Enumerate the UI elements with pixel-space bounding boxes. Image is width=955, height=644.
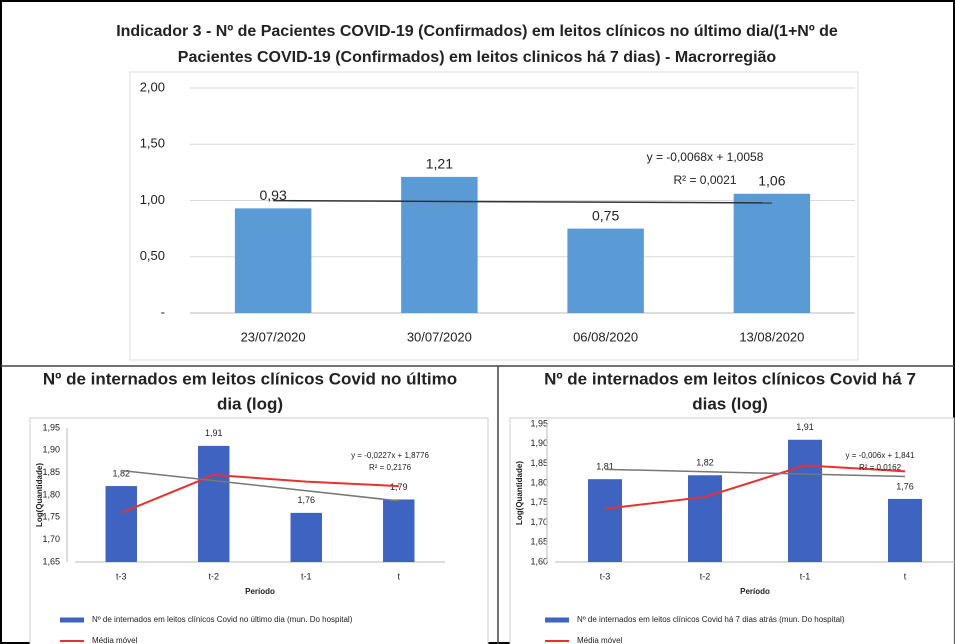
bar [888, 498, 922, 562]
data-label: 1,82 [112, 468, 130, 478]
data-label: 1,76 [297, 495, 315, 505]
data-label: 1,91 [796, 422, 814, 432]
chart-title: dias (log) [692, 394, 768, 413]
y-tick-label: 1,70 [530, 517, 548, 527]
legend-label: Média móvel [92, 636, 138, 644]
line-series [120, 473, 399, 514]
y-tick-label: 1,00 [140, 192, 165, 207]
bar [588, 479, 622, 562]
y-tick-label: 1,80 [530, 478, 548, 488]
x-tick-label: t-2 [700, 571, 711, 581]
x-tick-label: t-3 [600, 571, 611, 581]
data-label: 1,06 [758, 172, 785, 188]
legend-label: Nº de internados em leitos clínicos Covi… [577, 615, 845, 624]
y-axis-label: Log(Quantidade) [515, 461, 524, 525]
x-tick-label: t-1 [301, 571, 312, 581]
data-label: 1,79 [390, 482, 408, 492]
x-tick-label: 23/07/2020 [241, 329, 306, 344]
right-panel [509, 417, 955, 644]
x-tick-label: t-3 [116, 571, 127, 581]
x-axis-label: Período [740, 587, 770, 596]
chart-title: Indicador 3 - Nº de Pacientes COVID-19 (… [116, 23, 838, 40]
y-tick-label: 1,70 [42, 534, 60, 544]
trend-annotation: y = -0,0068x + 1,0058 [647, 150, 764, 164]
y-tick-label: 1,85 [42, 467, 60, 477]
bar [234, 208, 312, 313]
data-label: 0,75 [592, 207, 619, 223]
legend-label: Média móvel [577, 636, 623, 644]
trendline [121, 469, 399, 502]
chart-title: Nº de internados em leitos clínicos Covi… [544, 369, 916, 388]
y-axis-label: Log(Quantidade) [35, 463, 44, 527]
trend-annotation: R² = 0,0162 [859, 463, 902, 472]
trendline [273, 199, 772, 204]
x-tick-label: 06/08/2020 [573, 329, 638, 344]
y-tick-label: 1,95 [530, 418, 548, 428]
line-series [604, 464, 906, 510]
bar [567, 228, 644, 313]
bar [733, 193, 811, 313]
x-tick-label: 13/08/2020 [739, 329, 804, 344]
x-tick-label: t [904, 571, 907, 581]
bar [198, 445, 230, 562]
y-tick-label: 1,75 [42, 512, 60, 522]
y-tick-label: 1,85 [530, 458, 548, 468]
trendline [604, 468, 906, 478]
bar [788, 439, 822, 562]
bar [290, 512, 322, 562]
x-tick-label: t [397, 571, 400, 581]
trend-annotation: R² = 0,0021 [673, 173, 736, 187]
bar [105, 486, 137, 562]
chart-title: dia (log) [217, 394, 283, 413]
y-tick-label: 1,50 [140, 136, 165, 151]
bar [383, 499, 415, 562]
y-tick-label: 1,95 [42, 422, 60, 432]
data-label: 1,82 [696, 458, 714, 468]
bar [688, 475, 722, 562]
y-tick-label: 1,80 [42, 489, 60, 499]
y-tick-label: 1,90 [42, 445, 60, 455]
y-tick-label: 2,00 [140, 79, 165, 94]
data-label: 1,81 [596, 462, 614, 472]
data-label: 1,76 [896, 481, 914, 491]
chart-title: Pacientes COVID-19 (Confirmados) em leit… [178, 49, 777, 66]
y-tick-label: 1,90 [530, 438, 548, 448]
trend-annotation: y = -0,006x + 1,841 [846, 451, 915, 460]
x-axis-label: Período [245, 587, 275, 596]
y-tick-label: 1,75 [530, 497, 548, 507]
y-tick-label: 1,65 [42, 556, 60, 566]
bar [401, 176, 478, 313]
y-tick-label: 0,50 [140, 248, 165, 263]
data-label: 0,93 [260, 187, 287, 203]
data-label: 1,91 [205, 428, 223, 438]
x-tick-label: t-2 [208, 571, 219, 581]
trend-annotation: y = -0,0227x + 1,8776 [351, 451, 429, 460]
y-tick-label: - [161, 304, 165, 319]
chart-title: Nº de internados em leitos clínicos Covi… [43, 369, 457, 388]
y-tick-label: 1,60 [530, 556, 548, 566]
x-tick-label: 30/07/2020 [407, 329, 472, 344]
data-label: 1,21 [426, 156, 453, 172]
y-tick-label: 1,65 [530, 537, 548, 547]
x-tick-label: t-1 [800, 571, 811, 581]
trend-annotation: R² = 0,2176 [369, 463, 412, 472]
legend-label: Nº de internados em leitos clínicos Covi… [92, 615, 353, 624]
